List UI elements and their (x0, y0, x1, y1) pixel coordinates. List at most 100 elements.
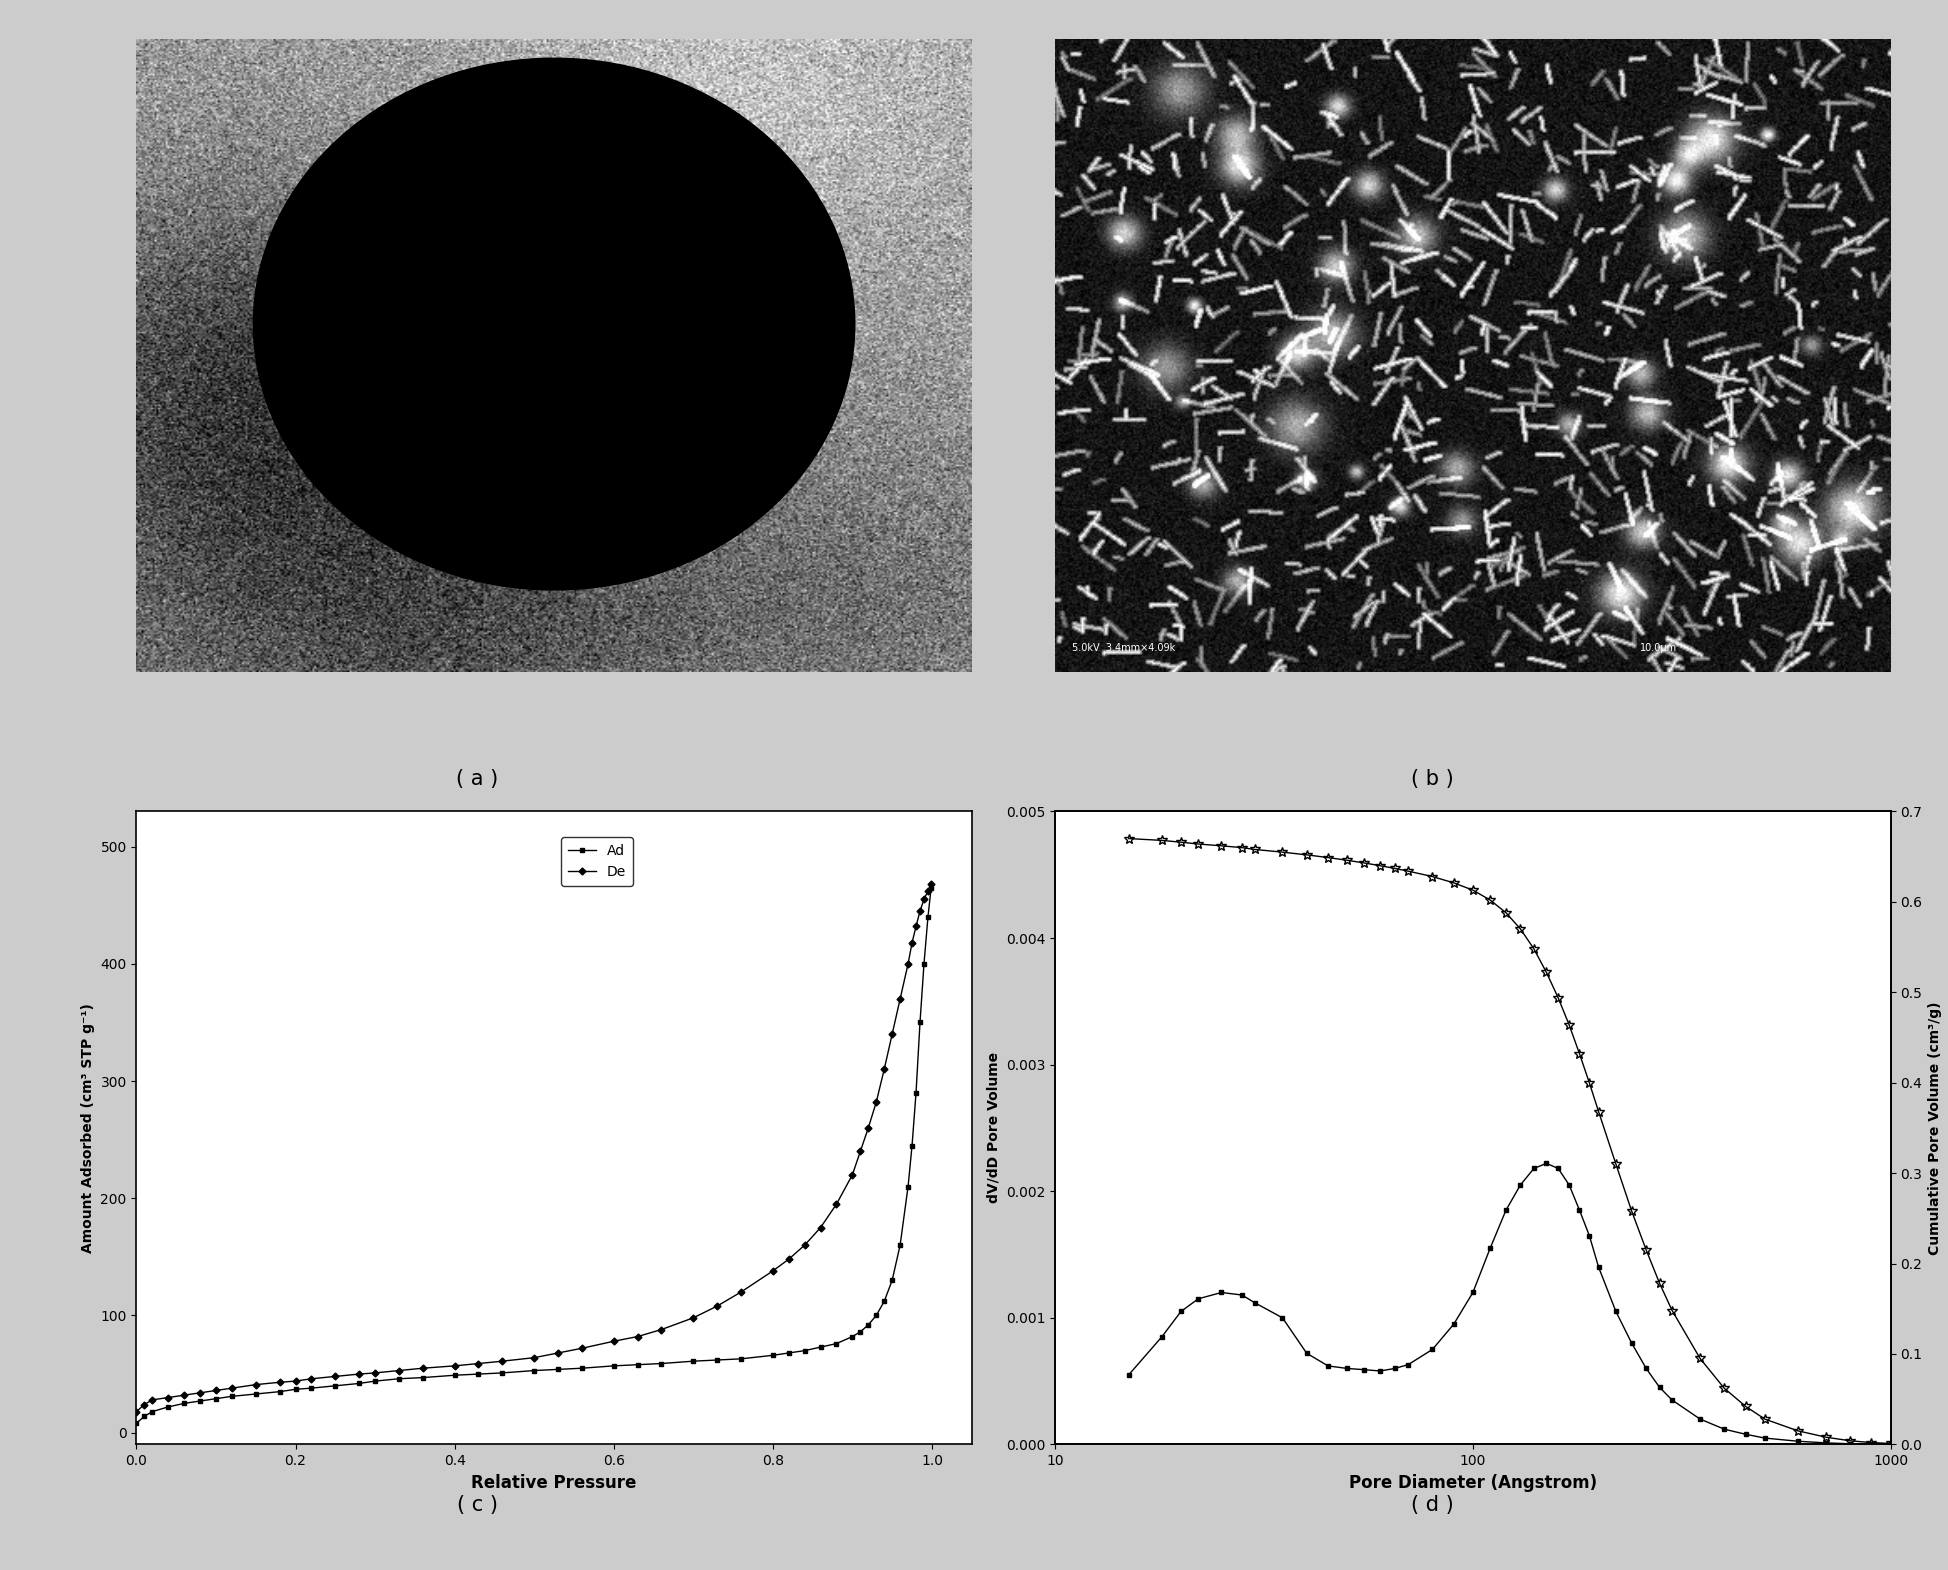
Ad (171, 1394, 195, 1413)
X-axis label: Relative Pressure: Relative Pressure (471, 1474, 637, 1492)
Ad (267, 1382, 290, 1400)
Text: 5.0kV  3.4mm×4.09k: 5.0kV 3.4mm×4.09k (1071, 644, 1175, 653)
Line: De: De (134, 882, 933, 1415)
De (908, 901, 931, 920)
De (625, 1327, 649, 1345)
De (602, 1331, 625, 1350)
Ad (388, 1369, 411, 1388)
Ad (411, 1367, 434, 1386)
De (912, 890, 935, 909)
Ad (347, 1374, 370, 1393)
Ad (244, 1385, 267, 1404)
Ad (904, 1083, 927, 1102)
Ad (323, 1377, 347, 1396)
Ad (132, 1407, 156, 1426)
De (705, 1297, 729, 1316)
Ad (682, 1352, 705, 1371)
De (323, 1367, 347, 1386)
Ad (220, 1386, 244, 1405)
De (205, 1382, 228, 1400)
De (865, 1093, 888, 1112)
De (808, 1218, 832, 1237)
Y-axis label: Cumulative Pore Volume (cm³/g): Cumulative Pore Volume (cm³/g) (1927, 1002, 1940, 1254)
Ad (873, 1292, 896, 1311)
De (762, 1262, 785, 1281)
Ad (865, 1306, 888, 1325)
Ellipse shape (253, 58, 855, 590)
Ad (468, 1364, 491, 1383)
De (793, 1236, 816, 1254)
Text: ( d ): ( d ) (1410, 1495, 1453, 1515)
De (284, 1372, 308, 1391)
Ad (808, 1338, 832, 1356)
Ad (847, 1322, 871, 1341)
Ad (284, 1380, 308, 1399)
Ad (840, 1327, 863, 1345)
Ad (602, 1356, 625, 1375)
Ad (156, 1397, 179, 1416)
De (847, 1141, 871, 1160)
De (189, 1383, 212, 1402)
De (267, 1372, 290, 1391)
De (491, 1352, 514, 1371)
Ad (824, 1334, 847, 1353)
Ad (140, 1402, 164, 1421)
Ad (300, 1378, 323, 1397)
De (411, 1358, 434, 1377)
De (919, 874, 943, 893)
De (682, 1308, 705, 1327)
De (873, 1060, 896, 1079)
De (156, 1388, 179, 1407)
De (729, 1283, 752, 1302)
Ad (888, 1236, 912, 1254)
Ad (189, 1391, 212, 1410)
De (140, 1391, 164, 1410)
Ad (705, 1350, 729, 1369)
Text: ( b ): ( b ) (1410, 769, 1453, 790)
Ad (912, 955, 935, 973)
De (388, 1361, 411, 1380)
Ad (125, 1415, 148, 1433)
De (300, 1369, 323, 1388)
De (880, 1025, 904, 1044)
De (522, 1349, 545, 1367)
Legend: Ad, De: Ad, De (561, 837, 633, 885)
Ad (205, 1389, 228, 1408)
De (888, 989, 912, 1008)
De (900, 933, 923, 951)
Ad (442, 1366, 466, 1385)
Ad (908, 1013, 931, 1031)
De (840, 1165, 863, 1184)
Ad (857, 1316, 880, 1334)
Text: 10.0μm: 10.0μm (1638, 644, 1675, 653)
Text: ( c ): ( c ) (456, 1495, 499, 1515)
De (649, 1320, 672, 1339)
Ad (777, 1344, 801, 1363)
De (220, 1378, 244, 1397)
De (857, 1118, 880, 1137)
Ad (762, 1345, 785, 1364)
Ad (793, 1341, 816, 1360)
De (904, 917, 927, 936)
De (125, 1402, 148, 1421)
De (347, 1364, 370, 1383)
Ad (919, 878, 943, 896)
Y-axis label: Amount Adsorbed (cm³ STP g⁻¹): Amount Adsorbed (cm³ STP g⁻¹) (80, 1003, 95, 1253)
De (916, 882, 939, 901)
De (244, 1375, 267, 1394)
De (468, 1353, 491, 1372)
Ad (522, 1361, 545, 1380)
Ad (729, 1349, 752, 1367)
Y-axis label: dV/dD Pore Volume: dV/dD Pore Volume (986, 1052, 999, 1204)
Ad (571, 1358, 594, 1377)
Ad (649, 1353, 672, 1372)
De (777, 1250, 801, 1269)
Ad (880, 1270, 904, 1289)
De (171, 1386, 195, 1405)
De (442, 1356, 466, 1375)
De (132, 1396, 156, 1415)
X-axis label: Pore Diameter (Angstrom): Pore Diameter (Angstrom) (1348, 1474, 1595, 1492)
Ad (625, 1355, 649, 1374)
De (362, 1363, 386, 1382)
De (571, 1339, 594, 1358)
